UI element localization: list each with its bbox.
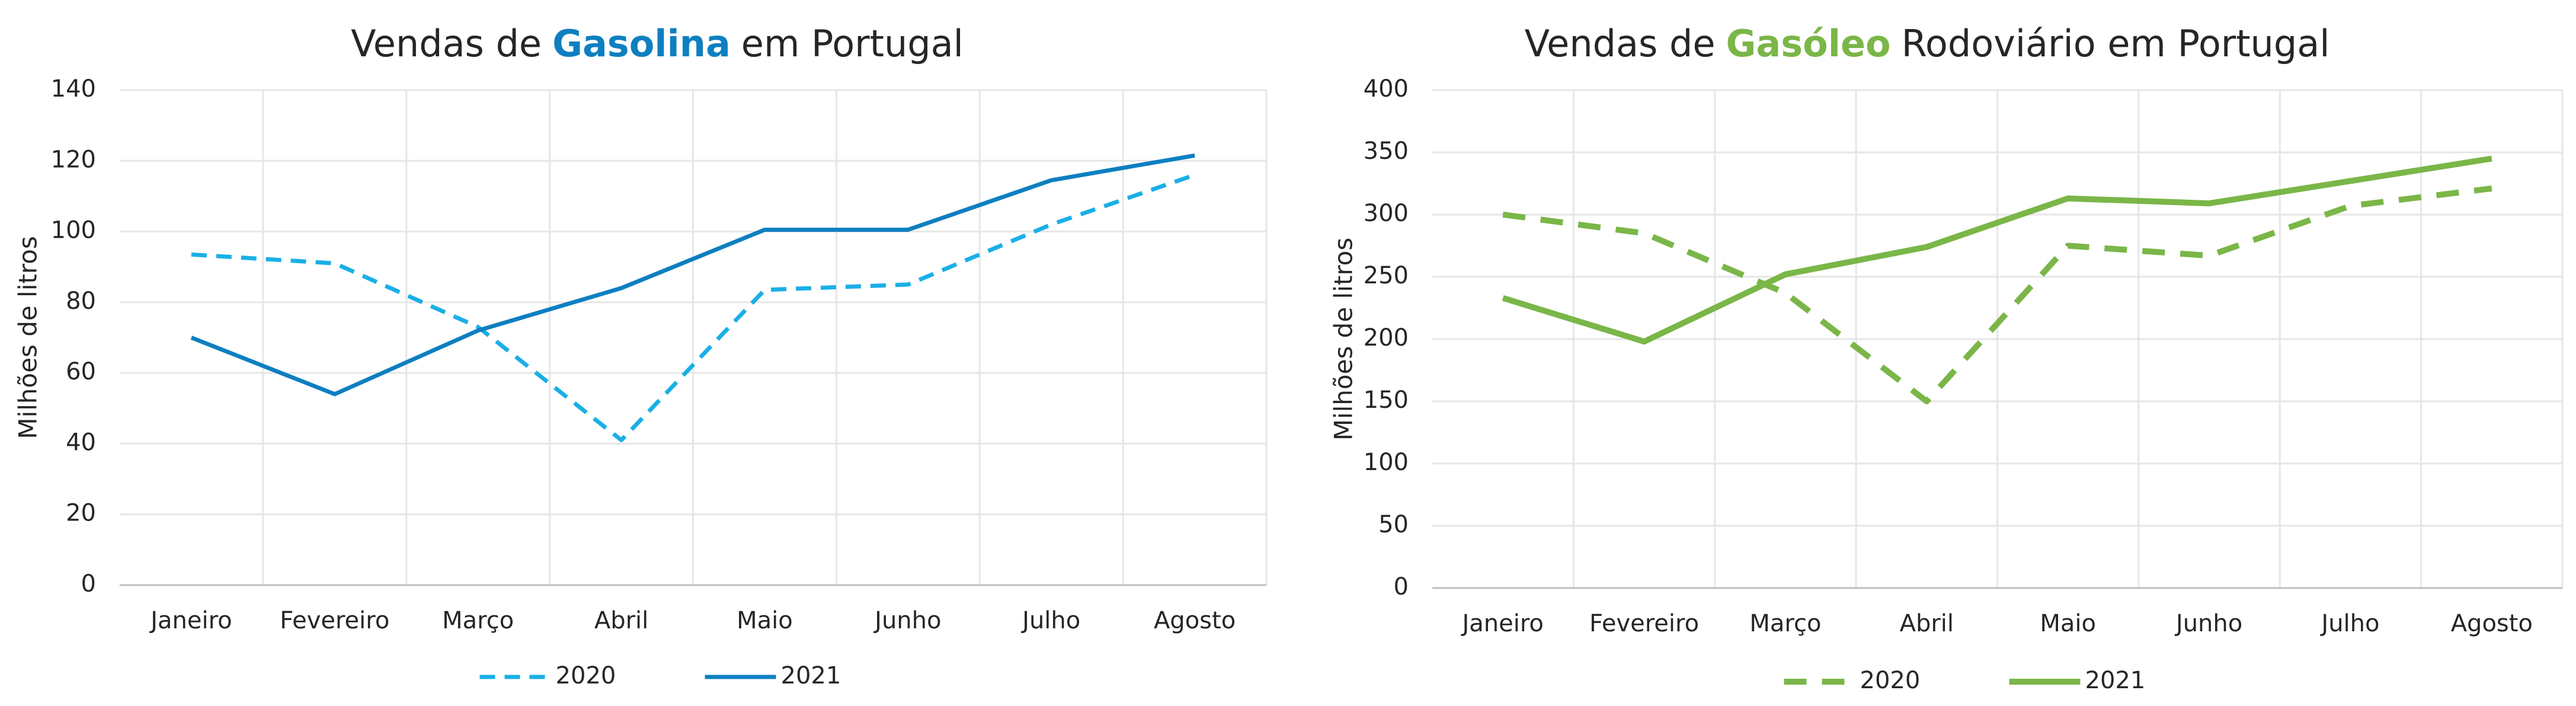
series-line <box>1502 185 2492 404</box>
x-tick-label: Abril <box>1900 610 1954 637</box>
chart-title: Vendas de Gasolina em Portugal <box>351 22 964 65</box>
x-tick-label: Julho <box>1020 607 1080 634</box>
series-line <box>190 153 1195 397</box>
y-tick-label: 0 <box>1394 573 1409 600</box>
x-tick-label: Agosto <box>1154 607 1236 634</box>
legend-label: 2021 <box>2085 667 2146 694</box>
title-prefix: Vendas de <box>1525 22 1716 65</box>
x-tick-label: Junho <box>873 607 941 634</box>
y-tick-label: 250 <box>1364 262 1409 289</box>
chart-title: Vendas de Gasóleo Rodoviário em Portugal <box>1525 22 2330 65</box>
title-highlight: Gasolina <box>552 22 731 65</box>
y-tick-label: 50 <box>1378 511 1409 538</box>
y-tick-label: 100 <box>1364 449 1409 476</box>
title-suffix: Rodoviário em Portugal <box>1902 22 2330 65</box>
x-tick-label: Agosto <box>2451 610 2533 637</box>
y-tick-label: 80 <box>66 287 96 315</box>
y-axis-label: Milhões de litros <box>1329 238 1358 441</box>
y-tick-label: 60 <box>66 358 96 385</box>
y-tick-label: 40 <box>66 429 96 456</box>
title-highlight: Gasóleo <box>1726 22 1890 65</box>
y-tick-label: 350 <box>1364 138 1409 165</box>
x-tick-label: Janeiro <box>149 607 232 634</box>
y-tick-label: 100 <box>51 217 96 244</box>
y-tick-label: 20 <box>66 500 96 527</box>
y-tick-label: 150 <box>1364 386 1409 414</box>
title-prefix: Vendas de <box>351 22 542 65</box>
series-line <box>1502 155 2492 345</box>
y-tick-label: 400 <box>1364 75 1409 103</box>
x-tick-label: Junho <box>2174 610 2242 637</box>
x-tick-label: Fevereiro <box>280 607 389 634</box>
y-tick-label: 200 <box>1364 324 1409 352</box>
x-tick-label: Maio <box>737 607 793 634</box>
x-tick-label: Maio <box>2040 610 2096 637</box>
y-tick-label: 120 <box>51 146 96 173</box>
y-tick-label: 300 <box>1364 200 1409 227</box>
y-tick-label: 0 <box>81 570 96 598</box>
x-tick-label: Julho <box>2319 610 2379 637</box>
y-tick-label: 140 <box>51 75 96 103</box>
x-tick-label: Fevereiro <box>1589 610 1699 637</box>
x-tick-label: Janeiro <box>1460 610 1543 637</box>
x-tick-label: Abril <box>594 607 648 634</box>
x-tick-label: Março <box>1749 610 1821 637</box>
legend-label: 2021 <box>781 662 841 689</box>
x-tick-label: Março <box>442 607 514 634</box>
legend-label: 2020 <box>556 662 616 689</box>
series-line <box>191 172 1196 442</box>
title-suffix: em Portugal <box>741 22 964 65</box>
y-axis-label: Milhões de litros <box>14 236 43 439</box>
legend-label: 2020 <box>1860 667 1921 694</box>
